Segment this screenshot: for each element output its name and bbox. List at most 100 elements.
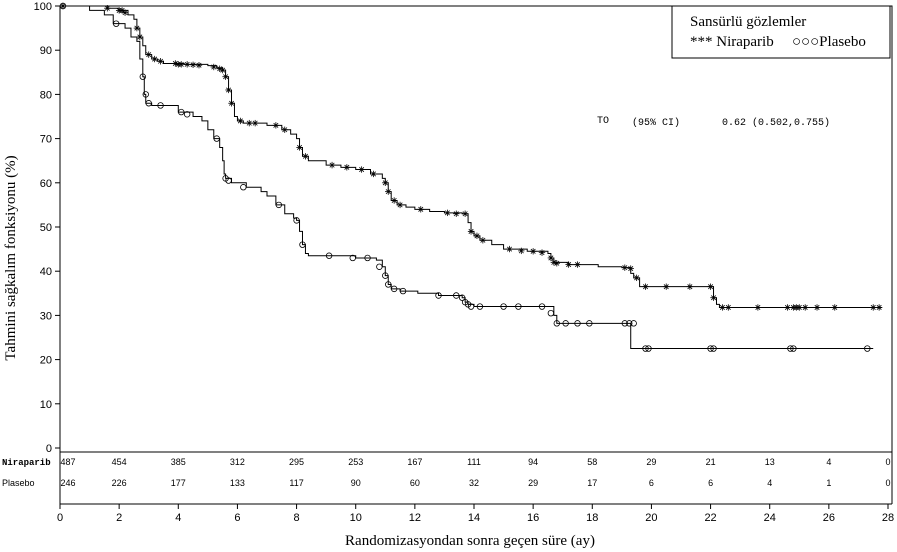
censor-mark-niraparib bbox=[136, 33, 144, 41]
censor-mark-plasebo bbox=[476, 303, 484, 310]
censor-mark-plasebo bbox=[453, 292, 460, 299]
censor-mark-plasebo bbox=[710, 345, 717, 352]
risk-cell: 6 bbox=[708, 478, 713, 488]
censor-mark-niraparib bbox=[370, 170, 377, 178]
x-tick-label: 16 bbox=[527, 512, 539, 524]
censor-mark-niraparib bbox=[396, 201, 404, 209]
hr-ci-label: (95% CI) bbox=[632, 117, 680, 129]
censor-mark-plasebo bbox=[562, 320, 569, 327]
censor-mark-niraparib bbox=[553, 260, 560, 267]
censor-mark-niraparib bbox=[719, 304, 726, 311]
censor-mark-niraparib bbox=[506, 245, 513, 253]
censor-mark-niraparib bbox=[875, 304, 883, 311]
censor-mark-plasebo bbox=[382, 272, 389, 279]
risk-cell: 29 bbox=[528, 478, 538, 488]
censor-mark-niraparib bbox=[59, 2, 67, 10]
censor-mark-niraparib bbox=[870, 304, 877, 311]
x-ticks: 0 2 4 6 8 10 12 14 16 18 20 22 24 26 28 bbox=[57, 504, 894, 524]
x-tick-label: 8 bbox=[294, 512, 300, 524]
censor-mark-plasebo bbox=[586, 320, 593, 327]
censor-mark-niraparib bbox=[251, 119, 259, 127]
risk-cell: 60 bbox=[410, 478, 420, 488]
risk-cell: 58 bbox=[587, 457, 597, 467]
y-tick-label: 100 bbox=[34, 1, 52, 13]
hr-label: TO bbox=[597, 116, 609, 127]
censor-mark-niraparib bbox=[784, 304, 791, 311]
legend-title: Sansürlü gözlemler bbox=[690, 14, 806, 30]
censor-mark-niraparib bbox=[802, 304, 809, 311]
x-tick-label: 2 bbox=[116, 512, 122, 524]
censor-mark-niraparib bbox=[343, 164, 351, 171]
censor-marks bbox=[59, 2, 883, 352]
risk-cell: 4 bbox=[767, 478, 772, 488]
x-axis-title: Randomizasyondan sonra geçen süre (ay) bbox=[345, 533, 595, 549]
censor-mark-plasebo bbox=[787, 345, 794, 352]
risk-cell: 6 bbox=[649, 478, 654, 488]
risk-cell: 312 bbox=[230, 457, 245, 467]
risk-cell: 94 bbox=[528, 457, 538, 467]
censor-mark-niraparib bbox=[621, 264, 629, 271]
censor-mark-niraparib bbox=[518, 247, 525, 255]
risk-cell: 226 bbox=[112, 478, 127, 488]
risk-row-label: Niraparib bbox=[2, 458, 51, 468]
censor-mark-niraparib bbox=[473, 232, 481, 240]
y-axis-title: Tahmini sağkalım fonksiyonu (%) bbox=[3, 155, 19, 360]
censor-mark-plasebo bbox=[112, 20, 120, 27]
censor-mark-niraparib bbox=[358, 166, 365, 173]
censor-mark-plasebo bbox=[707, 345, 714, 352]
censor-mark-plasebo bbox=[399, 287, 407, 295]
risk-cell: 29 bbox=[646, 457, 656, 467]
risk-cell: 246 bbox=[60, 478, 75, 488]
censor-mark-plasebo bbox=[538, 303, 546, 310]
censor-mark-plasebo bbox=[390, 285, 398, 293]
censor-mark-plasebo bbox=[500, 303, 507, 310]
y-tick-label: 30 bbox=[40, 310, 52, 322]
censor-mark-niraparib bbox=[529, 248, 537, 255]
censor-mark-niraparib bbox=[219, 66, 226, 74]
censor-mark-plasebo bbox=[275, 201, 283, 209]
x-tick-label: 22 bbox=[704, 512, 716, 524]
censor-mark-plasebo bbox=[183, 111, 191, 118]
censor-mark-niraparib bbox=[382, 179, 389, 186]
risk-cell: 133 bbox=[230, 478, 245, 488]
censor-mark-niraparib bbox=[296, 144, 303, 151]
risk-cell: 487 bbox=[60, 457, 75, 467]
censor-mark-plasebo bbox=[349, 254, 356, 262]
censor-mark-niraparib bbox=[210, 63, 217, 71]
x-tick-label: 24 bbox=[764, 512, 776, 524]
risk-cell: 295 bbox=[289, 457, 304, 467]
censor-mark-plasebo bbox=[864, 345, 871, 352]
censor-mark-niraparib bbox=[151, 55, 158, 63]
x-tick-label: 10 bbox=[350, 512, 362, 524]
y-tick-label: 70 bbox=[40, 134, 52, 146]
risk-cell: 0 bbox=[885, 457, 890, 467]
censor-mark-plasebo bbox=[213, 135, 220, 142]
censor-mark-niraparib bbox=[104, 5, 111, 12]
x-tick-label: 14 bbox=[468, 512, 480, 524]
risk-cell: 90 bbox=[351, 478, 361, 488]
censor-mark-niraparib bbox=[157, 58, 164, 65]
censor-mark-niraparib bbox=[725, 304, 732, 311]
censor-mark-plasebo bbox=[458, 294, 466, 301]
risk-cell: 385 bbox=[171, 457, 186, 467]
risk-cell: 13 bbox=[765, 457, 775, 467]
censor-mark-plasebo bbox=[225, 177, 232, 184]
censor-mark-plasebo bbox=[157, 102, 164, 109]
censor-mark-niraparib bbox=[228, 100, 235, 107]
censor-mark-niraparib bbox=[710, 294, 717, 301]
y-ticks: 0 10 20 30 40 50 60 70 80 90 100 bbox=[34, 1, 60, 455]
y-tick-label: 0 bbox=[46, 443, 52, 455]
censor-mark-niraparib bbox=[302, 153, 309, 160]
censor-mark-niraparib bbox=[642, 283, 649, 290]
x-tick-label: 28 bbox=[882, 512, 894, 524]
censor-mark-plasebo bbox=[293, 217, 300, 224]
plot-frame bbox=[59, 5, 893, 453]
censor-mark-niraparib bbox=[831, 304, 838, 311]
risk-cell: 0 bbox=[885, 478, 890, 488]
x-tick-label: 12 bbox=[409, 512, 421, 524]
censor-mark-niraparib bbox=[222, 73, 229, 80]
x-tick-label: 26 bbox=[823, 512, 835, 524]
x-tick-label: 20 bbox=[645, 512, 657, 524]
legend-entry-plasebo: ○○○Plasebo bbox=[792, 34, 866, 50]
y-tick-label: 40 bbox=[40, 266, 52, 278]
